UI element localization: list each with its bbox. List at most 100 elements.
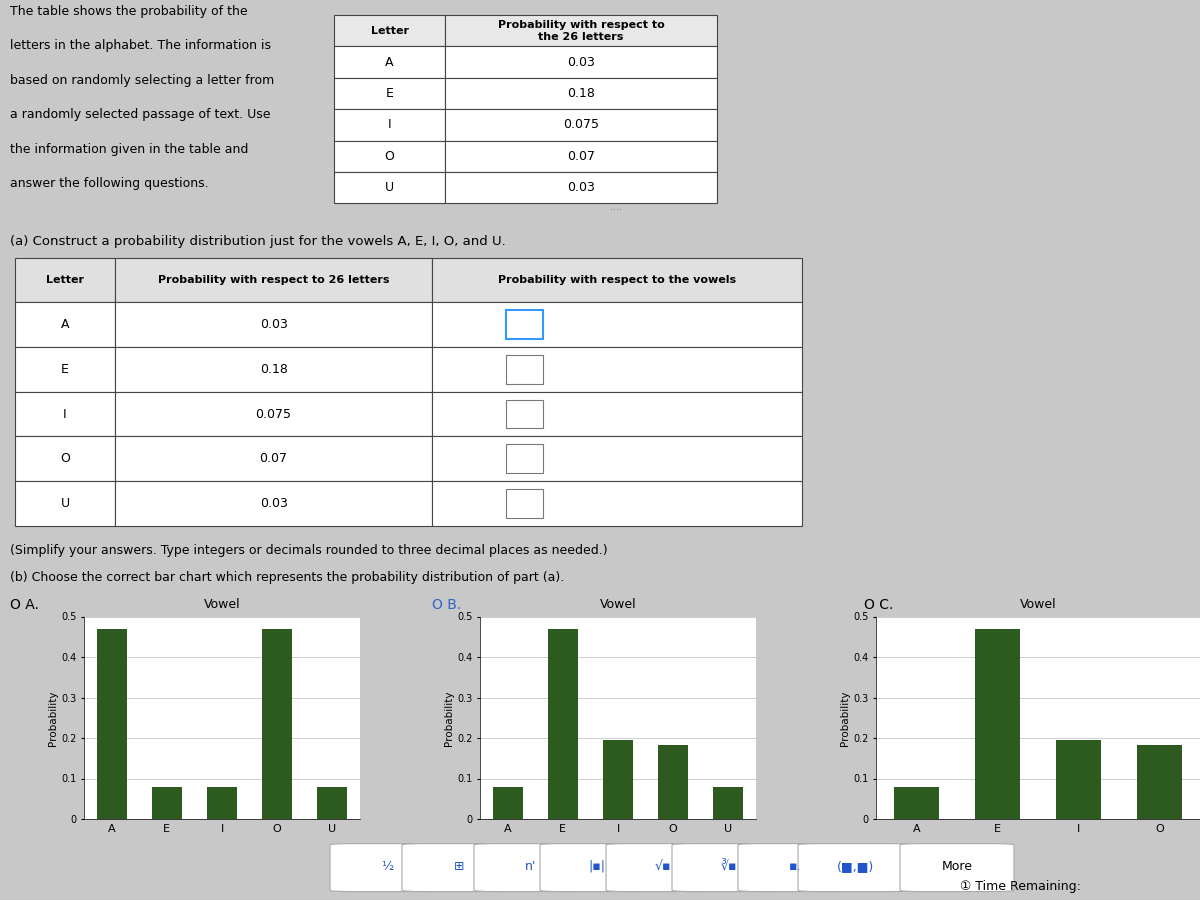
Title: Vowel: Vowel [1020,598,1056,611]
Bar [445,140,718,172]
Text: 0.07: 0.07 [568,149,595,163]
Bar [445,78,718,109]
Bar [115,481,432,526]
Bar [432,481,802,526]
Text: answer the following questions.: answer the following questions. [10,177,209,190]
Text: Letter: Letter [371,26,408,36]
Text: O: O [384,149,395,163]
Text: (■,■): (■,■) [836,860,874,873]
Text: (a) Construct a probability distribution just for the vowels A, E, I, O, and U.: (a) Construct a probability distribution… [10,235,505,248]
Text: U: U [60,497,70,509]
Bar [334,140,445,172]
Text: ① Time Remaining:: ① Time Remaining: [960,880,1080,893]
Text: U: U [385,181,394,194]
Text: (b) Choose the correct bar chart which represents the probability distribution o: (b) Choose the correct bar chart which r… [10,572,564,584]
Text: √▪: √▪ [655,860,671,873]
Text: 0.075: 0.075 [563,119,599,131]
FancyBboxPatch shape [474,843,588,892]
Text: ∛▪: ∛▪ [721,860,737,873]
Text: letters in the alphabet. The information is: letters in the alphabet. The information… [10,39,271,52]
Y-axis label: Probability: Probability [840,690,851,745]
Text: ▪.: ▪. [788,860,802,873]
Bar [14,481,115,526]
Bar [976,629,1020,819]
Text: 0.18: 0.18 [568,87,595,100]
Text: Probability with respect to
the 26 letters: Probability with respect to the 26 lette… [498,20,665,41]
Bar [317,788,348,819]
Bar [506,355,542,383]
Bar [432,257,802,302]
Text: |▪|: |▪| [588,860,606,873]
Title: Vowel: Vowel [204,598,240,611]
Text: 0.075: 0.075 [256,408,292,420]
Text: ....: .... [611,202,623,211]
Bar [115,392,432,436]
Bar [432,302,802,347]
Text: The table shows the probability of the: The table shows the probability of the [10,4,247,17]
FancyBboxPatch shape [798,843,912,892]
Text: (Simplify your answers. Type integers or decimals rounded to three decimal place: (Simplify your answers. Type integers or… [10,544,607,557]
Bar [334,47,445,78]
Bar [1138,745,1182,819]
Text: 0.03: 0.03 [568,181,595,194]
FancyBboxPatch shape [402,843,516,892]
Text: 0.07: 0.07 [259,452,288,465]
Text: O B.: O B. [432,598,461,612]
Bar [14,392,115,436]
Text: ⊞: ⊞ [454,860,464,873]
Text: Letter: Letter [46,275,84,285]
Bar [334,78,445,109]
Bar [14,347,115,392]
Text: O: O [60,452,70,465]
Bar [115,257,432,302]
Text: Probability with respect to 26 letters: Probability with respect to 26 letters [158,275,389,285]
FancyBboxPatch shape [540,843,654,892]
FancyBboxPatch shape [738,843,852,892]
Bar [445,15,718,47]
Bar [14,436,115,481]
Bar [115,302,432,347]
Text: based on randomly selecting a letter from: based on randomly selecting a letter fro… [10,74,274,86]
Bar [492,788,523,819]
Bar [445,109,718,140]
Bar [206,788,238,819]
Text: ½: ½ [380,860,394,873]
Text: 0.03: 0.03 [259,319,288,331]
Bar [334,172,445,203]
Bar [602,740,634,819]
Bar [506,489,542,518]
Bar [506,400,542,428]
Bar [151,788,182,819]
Bar [506,445,542,473]
Y-axis label: Probability: Probability [48,690,59,745]
Bar [713,788,744,819]
Bar [115,347,432,392]
FancyBboxPatch shape [606,843,720,892]
Text: O C.: O C. [864,598,893,612]
FancyBboxPatch shape [330,843,444,892]
Bar [262,629,293,819]
Bar [334,109,445,140]
Text: E: E [61,363,68,376]
Bar [432,436,802,481]
Text: A: A [385,56,394,68]
Bar [14,257,115,302]
Text: the information given in the table and: the information given in the table and [10,143,248,156]
Text: I: I [64,408,67,420]
Bar [334,15,445,47]
Text: More: More [942,860,972,873]
Bar [14,302,115,347]
Text: 0.03: 0.03 [568,56,595,68]
Bar [506,310,542,339]
Bar [894,788,938,819]
Bar [1056,740,1100,819]
Text: 0.18: 0.18 [259,363,288,376]
Y-axis label: Probability: Probability [444,690,455,745]
Bar [115,436,432,481]
Bar [547,629,578,819]
Text: A: A [61,319,70,331]
FancyBboxPatch shape [900,843,1014,892]
Text: E: E [385,87,394,100]
Text: n': n' [526,860,536,873]
Bar [96,629,127,819]
